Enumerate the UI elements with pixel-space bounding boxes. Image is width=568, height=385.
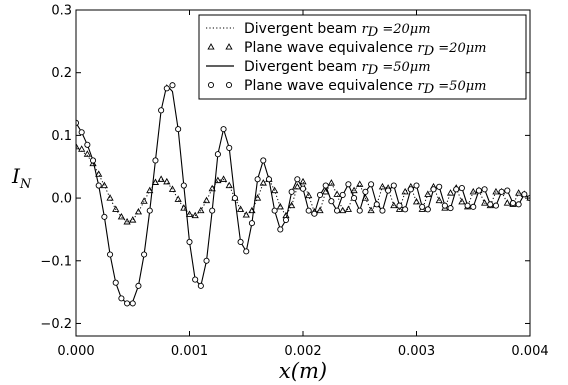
circle-marker <box>300 186 305 191</box>
circle-marker <box>102 214 107 219</box>
x-axis-label: x(m) <box>279 359 327 383</box>
circle-marker <box>124 301 129 306</box>
circle-marker <box>340 192 345 197</box>
y-tick-label: 0.1 <box>51 129 72 144</box>
y-tick-label: −0.2 <box>40 317 72 332</box>
circle-marker <box>227 145 232 150</box>
y-tick-label: 0.3 <box>51 4 72 19</box>
circle-marker <box>278 227 283 232</box>
circle-marker <box>346 182 351 187</box>
circle-marker <box>255 177 260 182</box>
circle-marker <box>380 208 385 213</box>
circle-marker <box>454 187 459 192</box>
circle-marker <box>210 208 215 213</box>
circle-marker <box>437 184 442 189</box>
circle-marker <box>351 195 356 200</box>
circle-marker <box>289 189 294 194</box>
circle-marker <box>176 127 181 132</box>
circle-marker <box>181 183 186 188</box>
circle-marker <box>119 296 124 301</box>
circle-marker <box>505 188 510 193</box>
circle-marker <box>414 183 419 188</box>
x-tick-label: 0.004 <box>511 344 548 359</box>
circle-marker <box>471 204 476 209</box>
circle-marker <box>153 158 158 163</box>
circle-marker <box>431 187 436 192</box>
circle-marker <box>357 208 362 213</box>
circle-marker <box>142 252 147 257</box>
circle-marker <box>420 204 425 209</box>
circle-marker <box>363 189 368 194</box>
circle-marker <box>510 200 515 205</box>
circle-marker <box>85 142 90 147</box>
y-axis-label-subscript: N <box>19 177 32 192</box>
circle-marker <box>488 202 493 207</box>
y-tick-label: 0.2 <box>51 66 72 81</box>
circle-marker <box>493 203 498 208</box>
circle-marker <box>397 203 402 208</box>
circle-marker <box>516 202 521 207</box>
circle-marker <box>198 283 203 288</box>
circle-marker <box>96 183 101 188</box>
circle-marker <box>369 182 374 187</box>
circle-marker <box>334 208 339 213</box>
circle-marker <box>266 177 271 182</box>
circle-marker <box>261 158 266 163</box>
circle-marker <box>113 280 118 285</box>
circle-marker <box>249 221 254 226</box>
circle-marker <box>522 192 527 197</box>
circle-marker <box>425 207 430 212</box>
circle-marker <box>482 187 487 192</box>
circle-marker <box>107 252 112 257</box>
circle-marker <box>374 202 379 207</box>
circle-marker <box>295 177 300 182</box>
circle-marker <box>147 208 152 213</box>
circle-marker <box>499 189 504 194</box>
circle-marker <box>159 108 164 113</box>
circle-marker <box>215 152 220 157</box>
circle-marker <box>164 86 169 91</box>
circle-marker <box>465 203 470 208</box>
circle-marker <box>408 187 413 192</box>
circle-marker <box>448 206 453 211</box>
circle-marker <box>90 158 95 163</box>
circle-marker <box>221 127 226 132</box>
legend-swatch-circle <box>208 82 213 87</box>
circle-marker <box>476 188 481 193</box>
circle-marker <box>459 185 464 190</box>
x-tick-label: 0.000 <box>57 344 94 359</box>
circle-marker <box>386 188 391 193</box>
y-tick-label: −0.1 <box>40 254 72 269</box>
circle-marker <box>403 207 408 212</box>
circle-marker <box>187 239 192 244</box>
circle-marker <box>244 249 249 254</box>
circle-marker <box>204 258 209 263</box>
legend-swatch-circle <box>226 82 231 87</box>
circle-marker <box>323 183 328 188</box>
circle-marker <box>306 208 311 213</box>
circle-marker <box>317 192 322 197</box>
circle-marker <box>79 130 84 135</box>
circle-marker <box>170 83 175 88</box>
circle-marker <box>238 239 243 244</box>
circle-marker <box>232 195 237 200</box>
x-tick-label: 0.001 <box>171 344 208 359</box>
circle-marker <box>442 203 447 208</box>
x-tick-label: 0.002 <box>284 344 321 359</box>
circle-marker <box>283 217 288 222</box>
circle-marker <box>136 283 141 288</box>
circle-marker <box>391 183 396 188</box>
x-tick-label: 0.003 <box>398 344 435 359</box>
circle-marker <box>193 277 198 282</box>
circle-marker <box>272 208 277 213</box>
circle-marker <box>130 301 135 306</box>
y-tick-label: 0.0 <box>51 192 72 207</box>
circle-marker <box>312 211 317 216</box>
circle-marker <box>329 199 334 204</box>
